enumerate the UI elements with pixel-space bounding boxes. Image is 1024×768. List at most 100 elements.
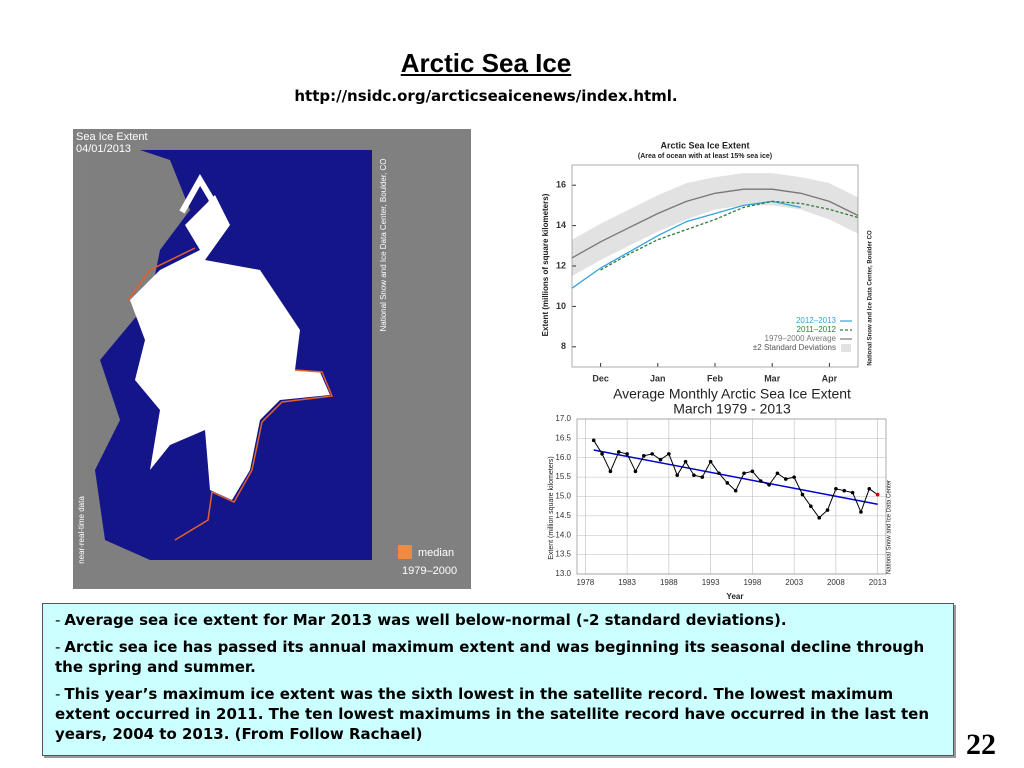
trend-line <box>593 449 878 505</box>
legend-swatch <box>841 344 851 352</box>
y-tick-label: 17.0 <box>555 414 571 423</box>
data-point <box>717 471 721 476</box>
bullet: - Average sea ice extent for Mar 2013 was… <box>55 610 941 630</box>
x-tick-label: Jan <box>650 373 666 383</box>
x-tick-label: 1998 <box>743 578 761 587</box>
data-point <box>658 457 663 462</box>
sea-ice-map: Sea Ice Extent 04/01/2013 National Snow … <box>73 129 471 589</box>
data-point <box>758 479 763 483</box>
data-point <box>792 475 796 479</box>
map-legend-period: 1979–2000 <box>402 565 457 577</box>
map-median-swatch <box>398 545 412 559</box>
data-point <box>834 486 838 491</box>
y-tick-label: 13.5 <box>555 550 571 559</box>
slide-title: Arctic Sea Ice <box>400 48 572 78</box>
y-tick-label: 16 <box>556 180 566 190</box>
source-url: http://nsidc.org/arcticseaicenews/index.… <box>294 87 678 105</box>
chart-credit: National Snow and Ice Data Center <box>887 480 893 574</box>
data-point <box>633 469 638 474</box>
bullet-text: This year’s maximum ice extent was the s… <box>55 685 930 743</box>
map-credit: National Snow and Ice Data Center, Bould… <box>379 159 388 332</box>
map-date: 04/01/2013 <box>76 143 131 155</box>
data-point <box>867 486 872 491</box>
data-point <box>616 450 621 454</box>
bullet-text: Arctic sea ice has passed its annual max… <box>55 638 925 676</box>
bullet: - This year’s maximum ice extent was the … <box>55 684 941 744</box>
legend-label: ±2 Standard Deviations <box>753 343 836 352</box>
map-ice-edge <box>179 174 216 241</box>
bullet-box: - Average sea ice extent for Mar 2013 was… <box>42 603 954 756</box>
series-line <box>571 200 801 289</box>
y-tick-label: 14.0 <box>555 530 571 539</box>
data-point <box>625 452 629 456</box>
x-tick-label: 1988 <box>660 578 678 587</box>
y-tick-label: 10 <box>556 301 566 311</box>
charts: 8 10 12 14 16 Dec Jan Feb Mar Apr 2012–20132011–20… <box>520 130 897 603</box>
map-ice <box>130 195 330 500</box>
y-tick-label: 13.0 <box>555 569 571 578</box>
series-line <box>600 200 859 271</box>
data-point <box>859 510 863 514</box>
bullet-marker: - <box>55 685 61 703</box>
data-point <box>825 508 830 512</box>
data-point <box>675 473 680 477</box>
bullet-text: Average sea ice extent for Mar 2013 was … <box>64 611 787 629</box>
x-tick-label: Apr <box>822 373 838 383</box>
y-tick-label: 14.5 <box>555 511 571 520</box>
x-tick-label: Dec <box>592 373 609 383</box>
bullet-marker: - <box>55 611 61 629</box>
x-tick-label: Feb <box>707 373 724 383</box>
data-point <box>591 438 596 443</box>
data-point <box>650 452 654 456</box>
x-tick-label: 1993 <box>702 578 720 587</box>
data-point <box>809 504 813 508</box>
y-tick-label: 16.5 <box>555 433 571 442</box>
y-tick-label: 15.5 <box>555 472 571 481</box>
data-point <box>700 475 705 479</box>
y-axis-label: Extent (million square kilometers) <box>548 456 555 559</box>
map-legend-label: median <box>418 547 454 559</box>
data-point <box>725 481 730 485</box>
data-point <box>750 469 755 474</box>
series-line <box>571 188 859 259</box>
std-band <box>572 173 858 277</box>
legend-label: 2012–2013 <box>796 316 837 325</box>
x-tick-label: 2008 <box>827 578 845 587</box>
map-title: Sea Ice Extent <box>76 131 148 143</box>
chart-background <box>545 383 897 603</box>
data-point <box>708 459 713 464</box>
bullet: - Arctic sea ice has passed its annual ma… <box>55 637 941 677</box>
data-point <box>817 516 821 520</box>
page-number: 22 <box>966 728 996 761</box>
y-tick-label: 8 <box>561 341 566 351</box>
x-tick-label: 1983 <box>618 578 636 587</box>
data-point <box>692 473 696 477</box>
data-point <box>742 471 746 476</box>
data-point <box>775 471 780 476</box>
data-point <box>733 488 738 493</box>
x-tick-label: 1978 <box>576 578 594 587</box>
data-point <box>783 477 788 481</box>
data-point <box>800 492 805 497</box>
legend-label: 2011–2012 <box>797 325 837 334</box>
y-tick-label: 14 <box>556 220 566 230</box>
x-tick-label: 2013 <box>869 578 887 587</box>
chart-title: Average Monthly Arctic Sea Ice Extent <box>613 386 851 402</box>
plot-frame <box>576 418 887 575</box>
y-tick-label: 15.0 <box>555 492 571 501</box>
data-point <box>842 488 847 493</box>
x-tick-label: 2003 <box>785 578 803 587</box>
x-tick-label: Mar <box>764 373 781 383</box>
chart-credit: National Snow and Ice Data Center, Bould… <box>868 230 874 366</box>
y-axis-label: Extent (millions of square kilometers) <box>541 193 550 336</box>
map-median-line <box>127 247 334 541</box>
data-point <box>600 452 604 456</box>
chart-subtitle: (Area of ocean with at least 15% sea ice… <box>638 153 772 160</box>
data-point <box>850 490 855 495</box>
x-axis-label: Year <box>727 592 744 601</box>
data-point <box>683 459 688 464</box>
map-note: near-real-time data <box>77 496 86 564</box>
y-tick-label: 12 <box>556 260 566 270</box>
